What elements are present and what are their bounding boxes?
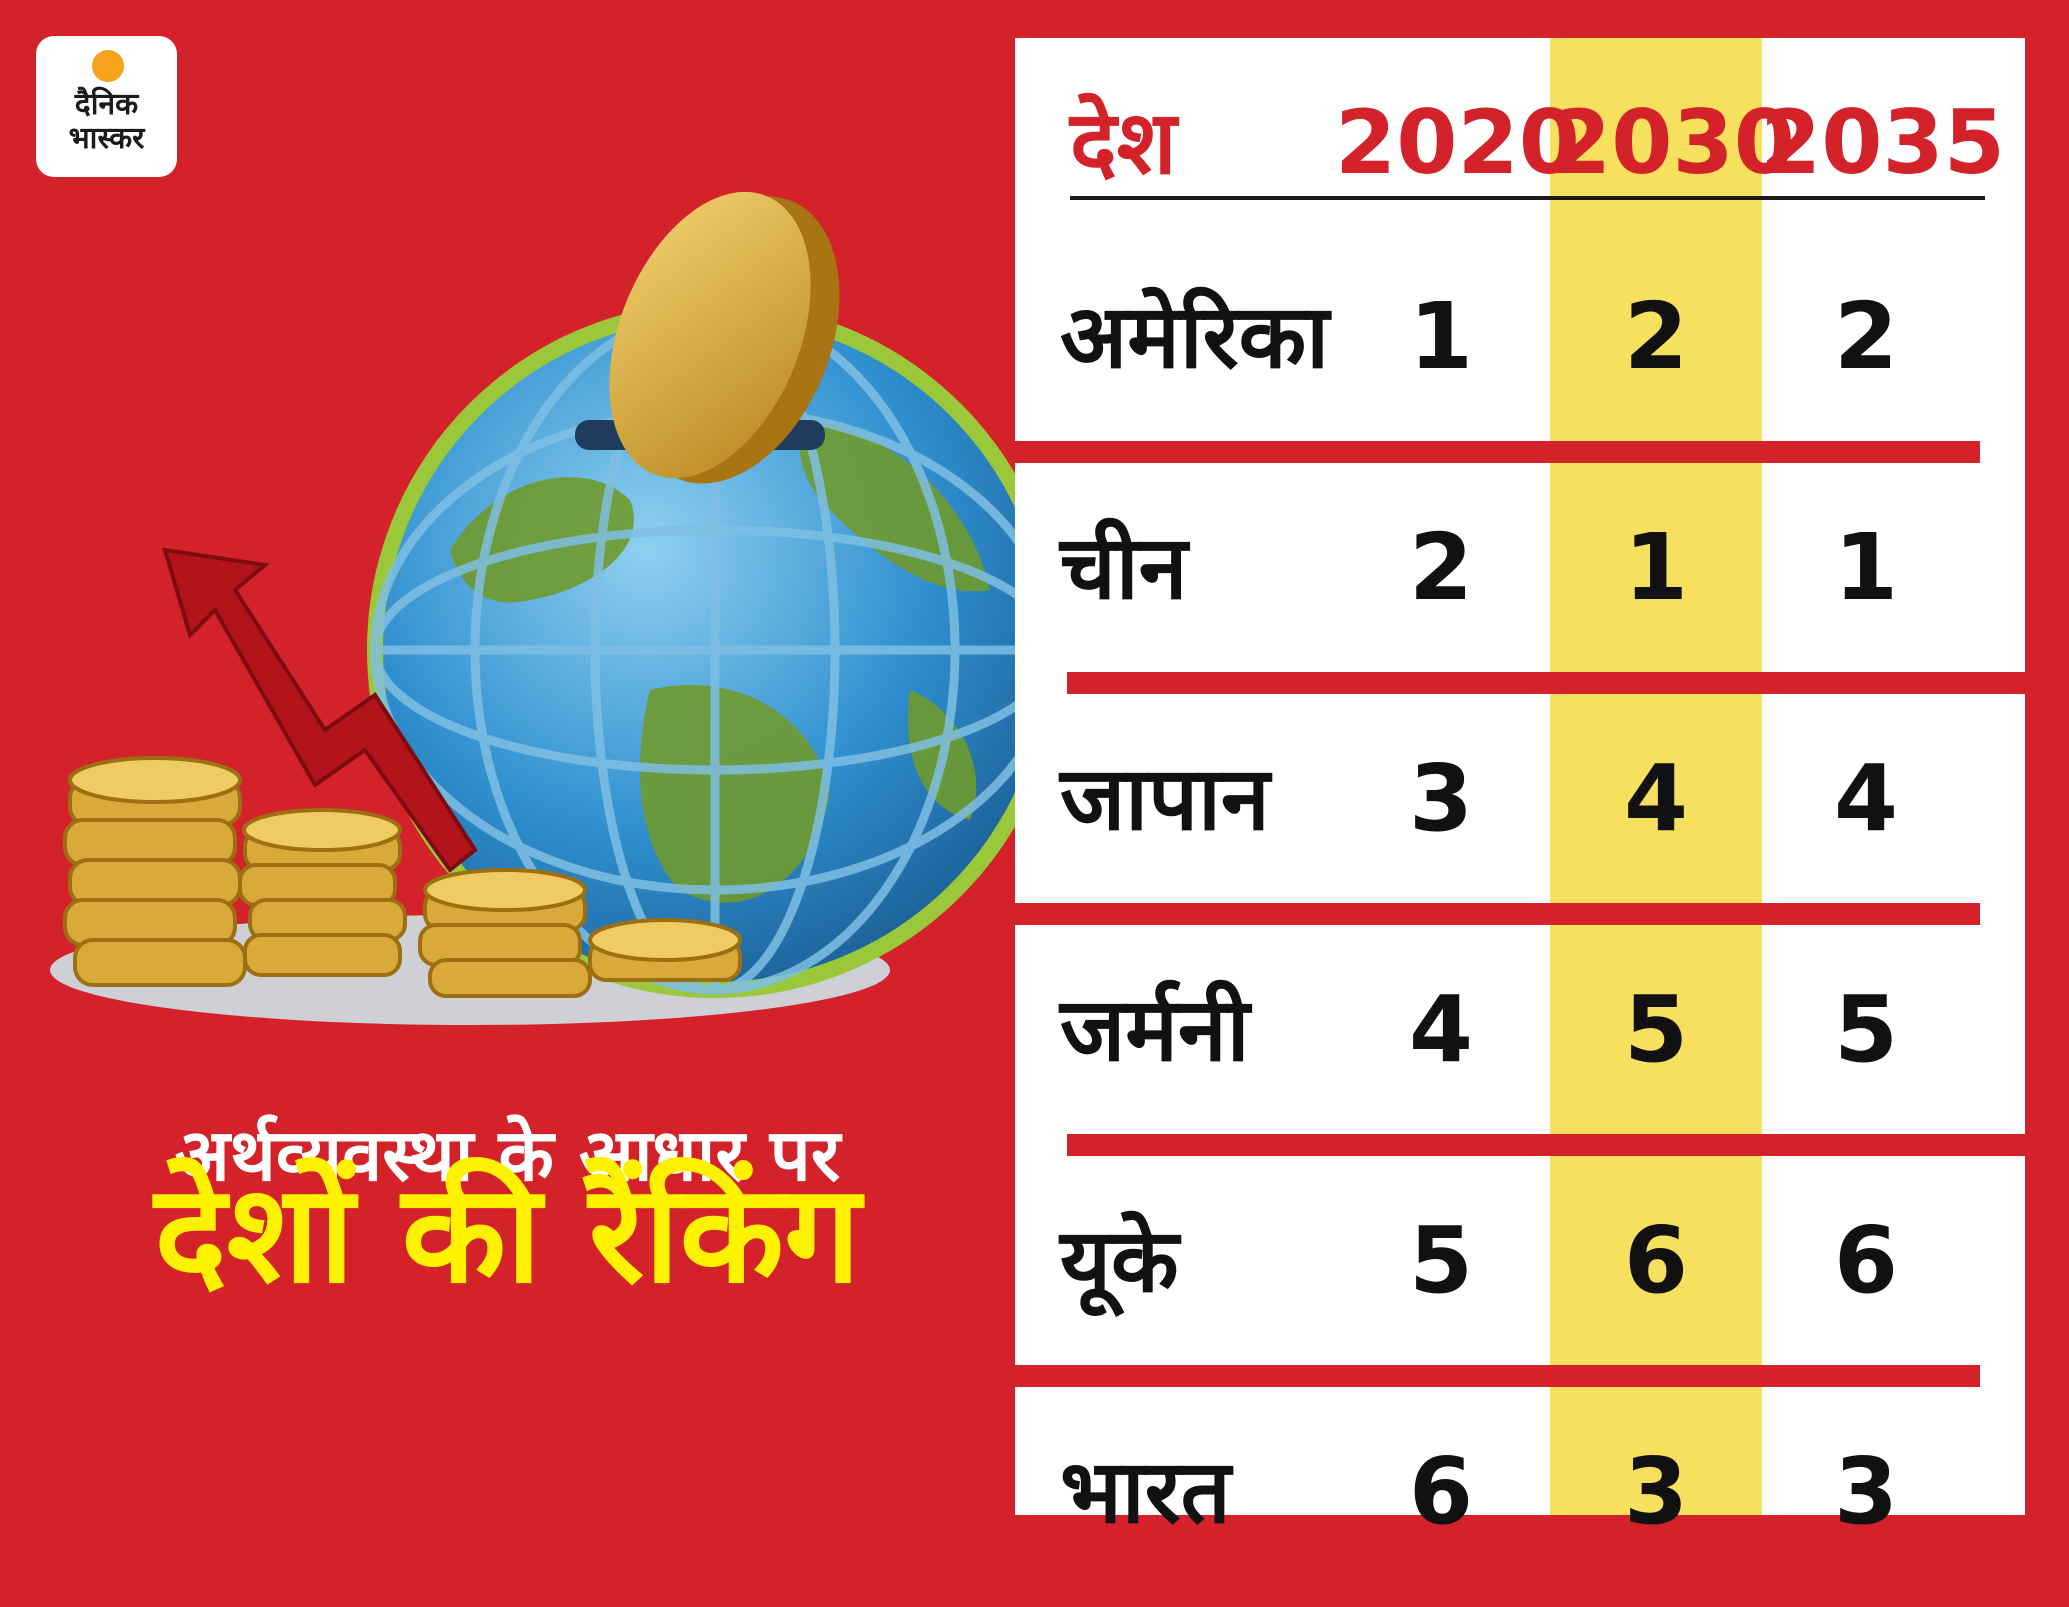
header-2035: 2035 <box>1760 91 2005 194</box>
rank-cell-2030: 1 <box>1623 514 1688 621</box>
rank-cell-2020: 2 <box>1408 514 1473 621</box>
table-row: यूके 5 6 6 <box>1015 1145 2025 1376</box>
country-cell: भारत <box>1060 1440 1231 1543</box>
country-cell: चीन <box>1060 516 1188 619</box>
rank-cell-2035: 2 <box>1833 283 1898 390</box>
country-cell: अमेरिका <box>1060 285 1330 388</box>
growth-arrow-icon <box>162 547 478 873</box>
header-country: देश <box>1070 91 1177 194</box>
header-2030: 2030 <box>1550 91 1795 194</box>
rank-cell-2035: 1 <box>1833 514 1898 621</box>
brand-logo: दैनिक भास्कर <box>36 36 177 177</box>
rank-cell-2030: 6 <box>1623 1207 1688 1314</box>
table-row: जर्मनी 4 5 5 <box>1015 914 2025 1145</box>
highlight-column-2030 <box>1550 38 1762 1515</box>
rank-cell-2035: 6 <box>1833 1207 1898 1314</box>
rank-cell-2035: 3 <box>1833 1438 1898 1545</box>
row-divider <box>1015 1365 1980 1387</box>
country-cell: जापान <box>1060 747 1270 850</box>
table-row: जापान 3 4 4 <box>1015 683 2025 914</box>
country-cell: यूके <box>1060 1209 1179 1312</box>
country-cell: जर्मनी <box>1060 978 1250 1081</box>
rank-cell-2030: 4 <box>1623 745 1688 852</box>
header-divider <box>1070 196 1985 200</box>
rank-cell-2035: 4 <box>1833 745 1898 852</box>
table-row: चीन 2 1 1 <box>1015 452 2025 683</box>
headline-subtitle: अर्थव्यवस्था के आधार पर <box>174 1113 841 1197</box>
rank-cell-2030: 2 <box>1623 283 1688 390</box>
logo-text-line2: भास्कर <box>68 121 145 156</box>
headline-title: देशों की रैंकिंग <box>154 1156 861 1314</box>
economy-illustration <box>50 191 1030 1025</box>
rank-cell-2035: 5 <box>1833 976 1898 1083</box>
rank-cell-2020: 5 <box>1408 1207 1473 1314</box>
row-divider <box>1067 672 2025 694</box>
rank-cell-2020: 1 <box>1408 283 1473 390</box>
coin-stacks <box>63 756 742 998</box>
ranking-table: देश 2020 2030 2035 अमेरिका 1 2 2 चीन 2 1 1 जापान… <box>1015 38 2025 1545</box>
row-divider <box>1067 1134 2025 1156</box>
rank-cell-2020: 4 <box>1408 976 1473 1083</box>
rank-cell-2030: 3 <box>1623 1438 1688 1545</box>
rank-cell-2020: 6 <box>1408 1438 1473 1545</box>
rank-cell-2030: 5 <box>1623 976 1688 1083</box>
gold-coin-icon <box>609 191 840 484</box>
table-row: अमेरिका 1 2 2 <box>1015 221 2025 452</box>
sun-icon <box>92 50 124 82</box>
table-row: भारत 6 3 3 <box>1015 1376 2025 1607</box>
rank-cell-2020: 3 <box>1408 745 1473 852</box>
row-divider <box>1015 441 1980 463</box>
row-divider <box>1015 903 1980 925</box>
logo-text-line1: दैनिक <box>74 87 139 122</box>
header-2020: 2020 <box>1335 91 1580 194</box>
